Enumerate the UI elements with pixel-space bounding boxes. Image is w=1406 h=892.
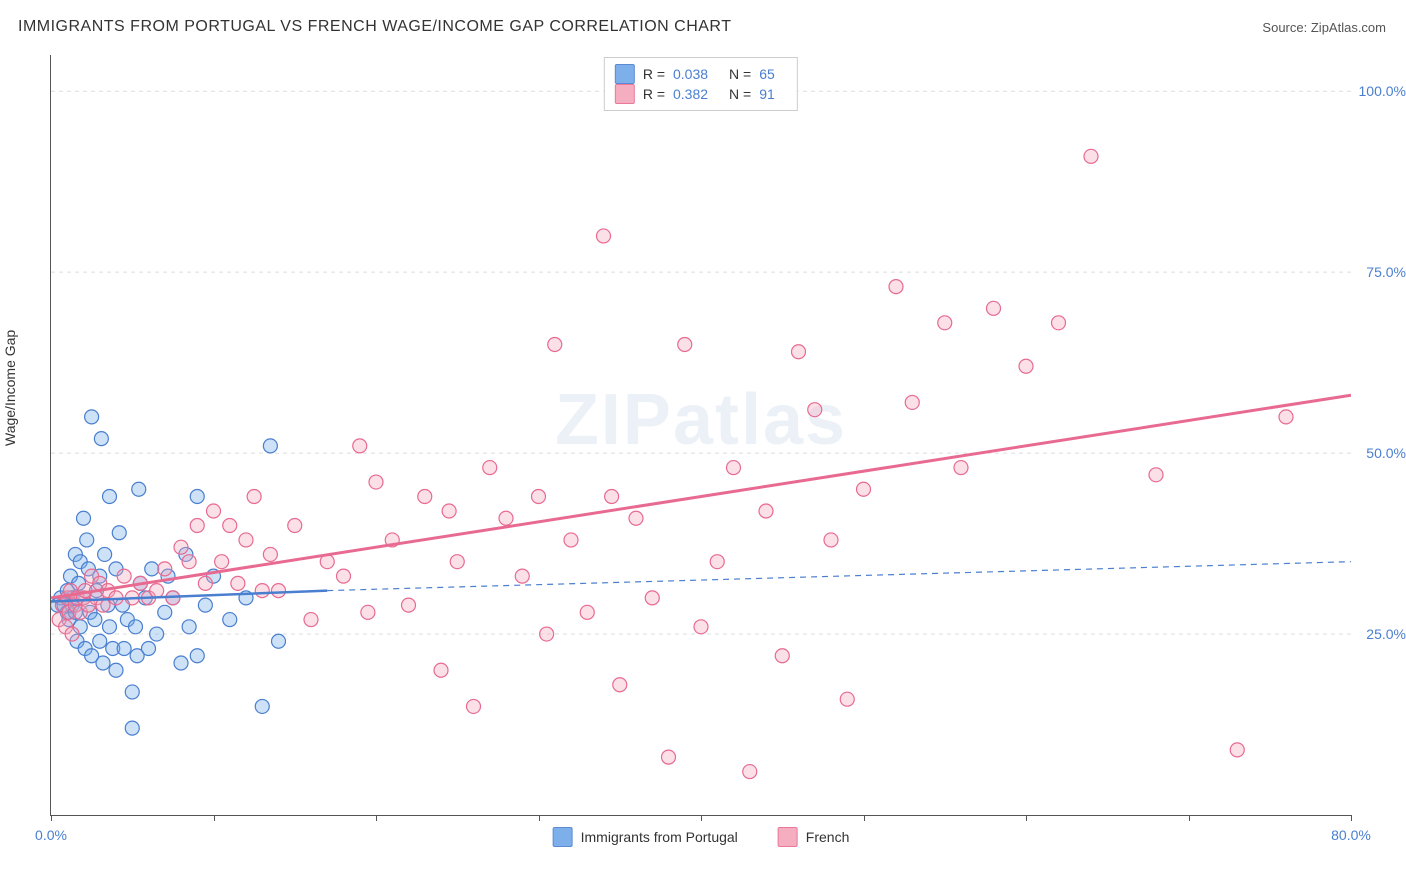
x-tick <box>1026 815 1027 821</box>
x-tick <box>864 815 865 821</box>
legend-label-2: French <box>806 829 850 845</box>
correlation-legend: R = 0.038 N = 65 R = 0.382 N = 91 <box>604 57 798 111</box>
n-label-2: N = <box>729 86 751 102</box>
y-tick-label: 75.0% <box>1356 264 1406 280</box>
n-value-2: 91 <box>759 86 787 102</box>
y-tick-label: 50.0% <box>1356 445 1406 461</box>
x-tick-label: 80.0% <box>1331 827 1371 843</box>
legend-bottom-swatch-2 <box>778 827 798 847</box>
chart-title: IMMIGRANTS FROM PORTUGAL VS FRENCH WAGE/… <box>18 18 731 36</box>
x-tick <box>539 815 540 821</box>
legend-label-1: Immigrants from Portugal <box>581 829 738 845</box>
x-tick <box>214 815 215 821</box>
n-label-1: N = <box>729 66 751 82</box>
legend-bottom-swatch-1 <box>553 827 573 847</box>
x-tick <box>701 815 702 821</box>
legend-item-2: French <box>778 827 850 847</box>
r-value-1: 0.038 <box>673 66 721 82</box>
trendline-layer <box>51 55 1351 815</box>
y-axis-label: Wage/Income Gap <box>2 330 18 446</box>
r-value-2: 0.382 <box>673 86 721 102</box>
x-tick <box>1351 815 1352 821</box>
legend-item-1: Immigrants from Portugal <box>553 827 738 847</box>
r-label-1: R = <box>643 66 665 82</box>
y-tick-label: 100.0% <box>1356 83 1406 99</box>
x-tick <box>1189 815 1190 821</box>
r-label-2: R = <box>643 86 665 102</box>
n-value-1: 65 <box>759 66 787 82</box>
x-tick-label: 0.0% <box>35 827 67 843</box>
source-attribution: Source: ZipAtlas.com <box>1262 20 1386 35</box>
series-legend: Immigrants from Portugal French <box>553 827 850 847</box>
y-tick-label: 25.0% <box>1356 626 1406 642</box>
x-tick <box>51 815 52 821</box>
legend-swatch-1 <box>615 64 635 84</box>
source-label: Source: <box>1262 20 1307 35</box>
source-value: ZipAtlas.com <box>1311 20 1386 35</box>
legend-row-series-1: R = 0.038 N = 65 <box>615 64 787 84</box>
legend-swatch-2 <box>615 84 635 104</box>
legend-row-series-2: R = 0.382 N = 91 <box>615 84 787 104</box>
plot-area: ZIPatlas R = 0.038 N = 65 R = 0.382 N = … <box>50 55 1351 816</box>
x-tick <box>376 815 377 821</box>
